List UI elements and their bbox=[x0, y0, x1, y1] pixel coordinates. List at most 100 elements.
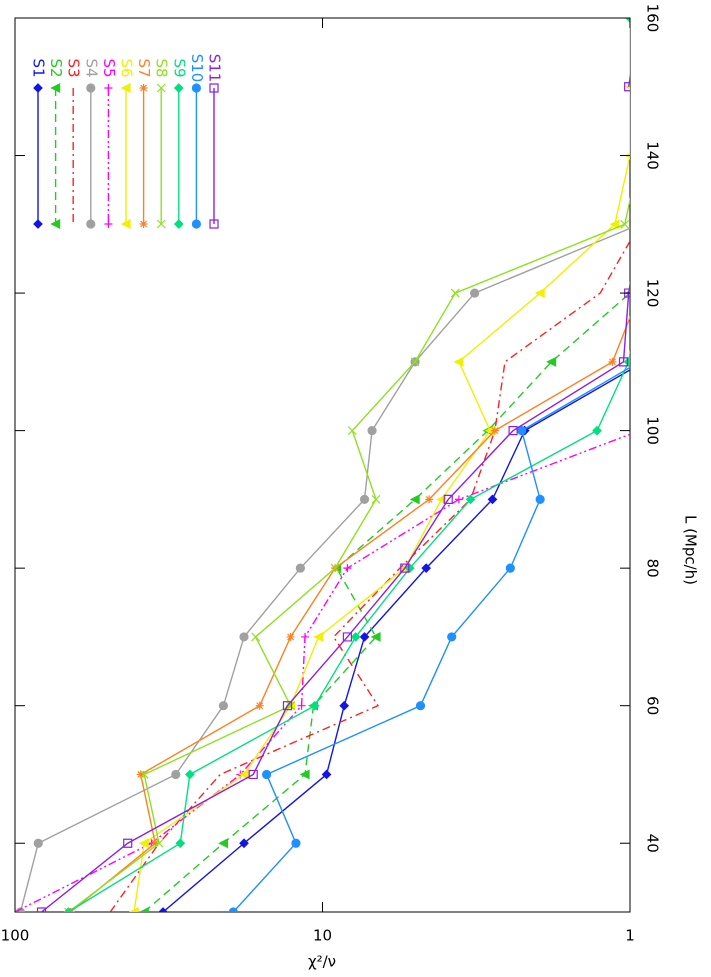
data-point bbox=[251, 632, 261, 642]
data-point bbox=[410, 357, 420, 367]
data-point bbox=[313, 631, 324, 642]
x-axis-label: L (Mpc/h) bbox=[682, 515, 700, 585]
x-tick-label: 80 bbox=[644, 559, 662, 578]
data-point bbox=[454, 495, 463, 504]
series-line bbox=[15, 433, 630, 912]
marker bbox=[191, 83, 202, 93]
data-point bbox=[636, 289, 644, 297]
series-line bbox=[133, 18, 630, 912]
marker bbox=[104, 220, 113, 228]
series-line bbox=[68, 18, 639, 912]
data-point bbox=[218, 838, 229, 849]
data-point bbox=[64, 907, 73, 912]
data-point bbox=[487, 494, 498, 505]
marker bbox=[173, 83, 184, 93]
data-point bbox=[592, 425, 602, 436]
x-tick-label: 160 bbox=[644, 4, 662, 33]
data-point bbox=[450, 288, 460, 298]
marker bbox=[156, 219, 166, 229]
data-point bbox=[618, 357, 629, 367]
marker bbox=[33, 219, 43, 229]
data-point bbox=[404, 563, 415, 574]
x-tick-label: 120 bbox=[644, 279, 662, 308]
data-point bbox=[342, 632, 352, 642]
legend-label: S9 bbox=[170, 58, 188, 77]
data-point bbox=[299, 769, 310, 780]
data-point bbox=[128, 907, 139, 912]
legend-label: S1 bbox=[30, 58, 48, 77]
marker bbox=[191, 219, 202, 229]
series-line bbox=[19, 227, 630, 912]
data-point bbox=[36, 907, 47, 912]
marker bbox=[50, 83, 61, 93]
data-point bbox=[151, 839, 160, 848]
data-point bbox=[309, 700, 320, 711]
data-point bbox=[238, 769, 249, 780]
data-point bbox=[371, 494, 381, 504]
data-point bbox=[546, 356, 557, 367]
data-point bbox=[508, 426, 518, 436]
plot-area bbox=[15, 14, 644, 912]
data-point bbox=[505, 563, 515, 573]
marker bbox=[209, 83, 219, 93]
data-point bbox=[63, 907, 74, 912]
data-point bbox=[421, 563, 432, 574]
legend-label: S4 bbox=[82, 58, 100, 77]
data-point bbox=[286, 701, 296, 711]
data-point bbox=[625, 18, 630, 23]
legend-label: S11 bbox=[206, 54, 224, 83]
data-point bbox=[534, 288, 545, 299]
marker bbox=[173, 219, 184, 229]
marker bbox=[156, 83, 166, 93]
data-point bbox=[136, 770, 145, 779]
data-point bbox=[239, 838, 249, 849]
data-point bbox=[139, 770, 149, 779]
data-point bbox=[636, 358, 644, 366]
data-point bbox=[359, 632, 370, 642]
data-point bbox=[636, 427, 644, 435]
data-point bbox=[400, 563, 410, 573]
marker bbox=[139, 220, 148, 228]
data-point bbox=[321, 769, 332, 780]
legend-label: S5 bbox=[100, 58, 118, 77]
data-point bbox=[636, 14, 644, 22]
data-point bbox=[465, 494, 476, 505]
data-point bbox=[248, 769, 258, 780]
data-point bbox=[623, 356, 630, 367]
data-point bbox=[286, 632, 295, 641]
series-line bbox=[110, 87, 639, 912]
marker bbox=[139, 84, 148, 92]
y-tick-label: 1 bbox=[625, 927, 635, 945]
data-point bbox=[620, 219, 630, 229]
marker bbox=[86, 219, 96, 229]
data-point bbox=[154, 838, 164, 848]
marker bbox=[120, 83, 131, 93]
data-point bbox=[443, 494, 453, 504]
data-point bbox=[291, 838, 301, 848]
data-point bbox=[425, 495, 434, 504]
data-point bbox=[624, 288, 630, 298]
marker bbox=[209, 219, 219, 229]
legend-label: S6 bbox=[118, 58, 136, 77]
data-point bbox=[297, 701, 306, 710]
data-point bbox=[175, 838, 186, 849]
x-tick-label: 100 bbox=[644, 416, 662, 445]
data-point bbox=[347, 426, 357, 436]
x-tick-label: 60 bbox=[644, 696, 662, 715]
data-point bbox=[535, 494, 545, 504]
y-tick-label: 10 bbox=[313, 927, 332, 945]
series-line bbox=[143, 292, 630, 912]
data-point bbox=[636, 152, 644, 160]
data-point bbox=[490, 426, 499, 435]
series-line bbox=[68, 196, 630, 912]
data-point bbox=[295, 563, 305, 573]
data-point bbox=[158, 907, 168, 912]
series-line bbox=[41, 74, 630, 912]
data-point bbox=[370, 631, 381, 642]
marker bbox=[120, 219, 131, 229]
data-point bbox=[343, 564, 352, 573]
data-point bbox=[339, 700, 350, 711]
marker bbox=[86, 83, 96, 93]
data-point bbox=[367, 426, 377, 436]
